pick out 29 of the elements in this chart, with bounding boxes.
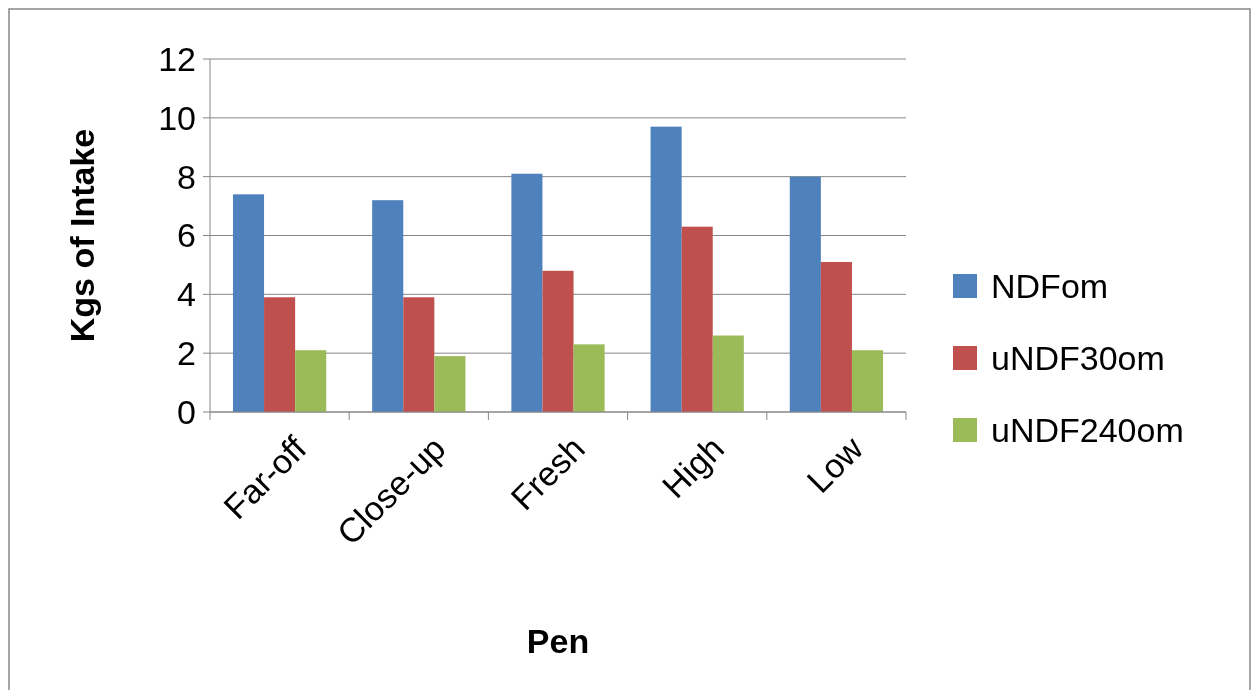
y-tick-label: 10 (158, 98, 196, 137)
legend-label: uNDF30om (991, 338, 1165, 377)
y-tick-label: 4 (177, 275, 196, 314)
bar (295, 350, 327, 412)
bar (650, 126, 682, 412)
legend-label: uNDF240om (991, 410, 1184, 449)
bar (434, 356, 466, 412)
bar (712, 335, 744, 412)
y-tick-label: 0 (177, 392, 196, 431)
legend-label: NDFom (991, 266, 1109, 305)
bar (789, 176, 821, 412)
bar (403, 297, 435, 412)
bar (681, 226, 713, 412)
bar (264, 297, 296, 412)
y-tick-label: 2 (177, 334, 196, 373)
bar (820, 261, 852, 412)
x-tick-label: Low (799, 428, 871, 500)
y-axis-title: Kgs of Intake (63, 128, 101, 343)
y-tick-label: 12 (158, 39, 196, 78)
bar (573, 344, 605, 412)
bar (511, 173, 543, 412)
x-axis-title: Pen (526, 622, 590, 660)
y-tick-label: 8 (177, 157, 196, 196)
bar (851, 350, 884, 412)
bar (542, 270, 574, 412)
bar (232, 194, 265, 412)
bar (372, 200, 404, 412)
x-tick-label: High (654, 428, 731, 506)
y-tick-label: 6 (177, 216, 196, 255)
